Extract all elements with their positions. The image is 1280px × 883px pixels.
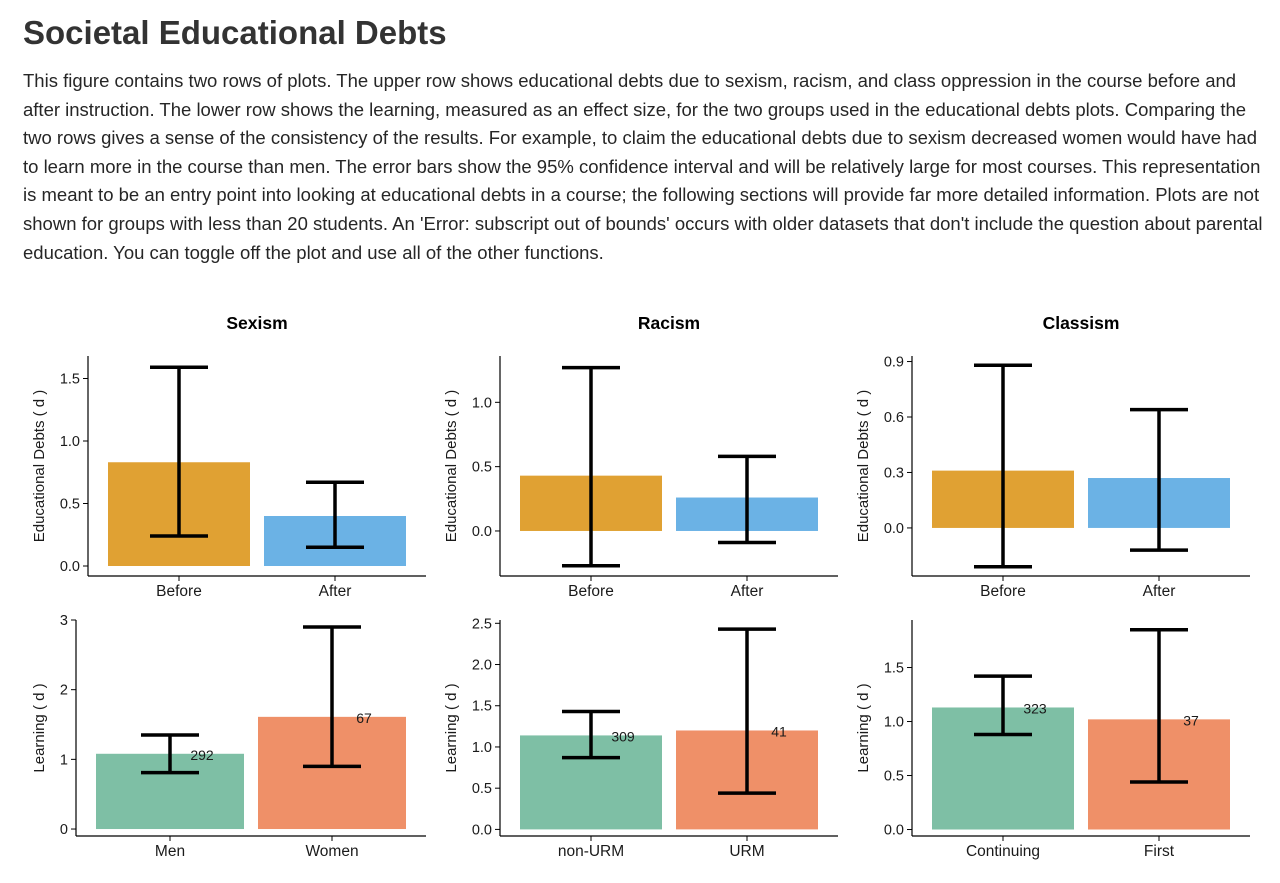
classism-learning-n-label-1: 37 bbox=[1183, 712, 1199, 728]
racism-debts-title: Racism bbox=[638, 313, 700, 333]
sexism-debts-xtick-label-0: Before bbox=[156, 583, 202, 600]
sexism-learning-ytick-label-0: 0 bbox=[60, 822, 68, 838]
racism-debts-ytick-label-2: 1.0 bbox=[472, 395, 492, 411]
racism-learning-xtick-label-1: URM bbox=[729, 843, 764, 860]
classism-debts-ytick-label-2: 0.6 bbox=[884, 410, 904, 426]
classism-debts-ytick-label-3: 0.9 bbox=[884, 355, 904, 371]
racism-learning-ytick-label-2: 1.0 bbox=[472, 740, 492, 756]
sexism-learning-n-label-1: 67 bbox=[356, 710, 372, 726]
classism-learning-ytick-label-1: 0.5 bbox=[884, 769, 904, 785]
racism-debts-xtick-label-0: Before bbox=[568, 583, 614, 600]
racism-learning-ytick-label-0: 0.0 bbox=[472, 822, 492, 838]
sexism-debts-ytick-label-0: 0.0 bbox=[60, 559, 80, 575]
educational-debts-figure: Sexism Before After 0.0 0.5 1.0 1.5 Educational… bbox=[31, 313, 1250, 860]
classism-learning-ylabel: Learning ( d ) bbox=[855, 683, 872, 772]
page-title: Societal Educational Debts bbox=[23, 14, 447, 51]
racism-learning-n-label-1: 41 bbox=[771, 723, 787, 739]
page-description: This figure contains two rows of plots. … bbox=[23, 70, 1263, 263]
classism-debts-title: Classism bbox=[1043, 313, 1120, 333]
sexism-debts-ytick-label-1: 0.5 bbox=[60, 497, 80, 513]
sexism-debts-ylabel: Educational Debts ( d ) bbox=[31, 390, 48, 543]
sexism-debts-ytick-label-3: 1.5 bbox=[60, 372, 80, 388]
racism-learning-n-label-0: 309 bbox=[611, 728, 635, 744]
racism-debts-ytick-label-0: 0.0 bbox=[472, 524, 492, 540]
sexism-learning-ylabel: Learning ( d ) bbox=[31, 683, 48, 772]
racism-debts-ytick-label-1: 0.5 bbox=[472, 460, 492, 476]
classism-debts-ylabel: Educational Debts ( d ) bbox=[855, 390, 872, 543]
sexism-learning-xtick-label-0: Men bbox=[155, 843, 185, 860]
racism-learning-xtick-label-0: non-URM bbox=[558, 843, 624, 860]
sexism-debts-ytick-label-2: 1.0 bbox=[60, 434, 80, 450]
classism-learning-ytick-label-0: 0.0 bbox=[884, 823, 904, 839]
sexism-debts-xtick-label-1: After bbox=[319, 583, 352, 600]
classism-debts-ytick-label-1: 0.3 bbox=[884, 465, 904, 481]
classism-debts-xtick-label-0: Before bbox=[980, 583, 1026, 600]
racism-learning-ytick-label-3: 1.5 bbox=[472, 699, 492, 715]
racism-learning-ytick-label-4: 2.0 bbox=[472, 658, 492, 674]
classism-debts-xtick-label-1: After bbox=[1143, 583, 1176, 600]
classism-learning-n-label-0: 323 bbox=[1023, 700, 1047, 716]
classism-learning-xtick-label-0: Continuing bbox=[966, 843, 1040, 860]
classism-learning-ytick-label-2: 1.0 bbox=[884, 715, 904, 731]
classism-learning-ytick-label-3: 1.5 bbox=[884, 661, 904, 677]
sexism-learning-ytick-label-3: 3 bbox=[60, 613, 68, 629]
sexism-learning-ytick-label-2: 2 bbox=[60, 683, 68, 699]
classism-learning-xtick-label-1: First bbox=[1144, 843, 1175, 860]
sexism-learning-ytick-label-1: 1 bbox=[60, 752, 68, 768]
racism-learning-ytick-label-1: 0.5 bbox=[472, 781, 492, 797]
racism-learning-ylabel: Learning ( d ) bbox=[443, 683, 460, 772]
sexism-debts-title: Sexism bbox=[226, 313, 287, 333]
classism-debts-ytick-label-0: 0.0 bbox=[884, 521, 904, 537]
racism-debts-xtick-label-1: After bbox=[731, 583, 764, 600]
racism-learning-ytick-label-5: 2.5 bbox=[472, 616, 492, 632]
sexism-learning-n-label-0: 292 bbox=[190, 747, 214, 763]
racism-debts-ylabel: Educational Debts ( d ) bbox=[443, 390, 460, 543]
sexism-learning-xtick-label-1: Women bbox=[305, 843, 358, 860]
